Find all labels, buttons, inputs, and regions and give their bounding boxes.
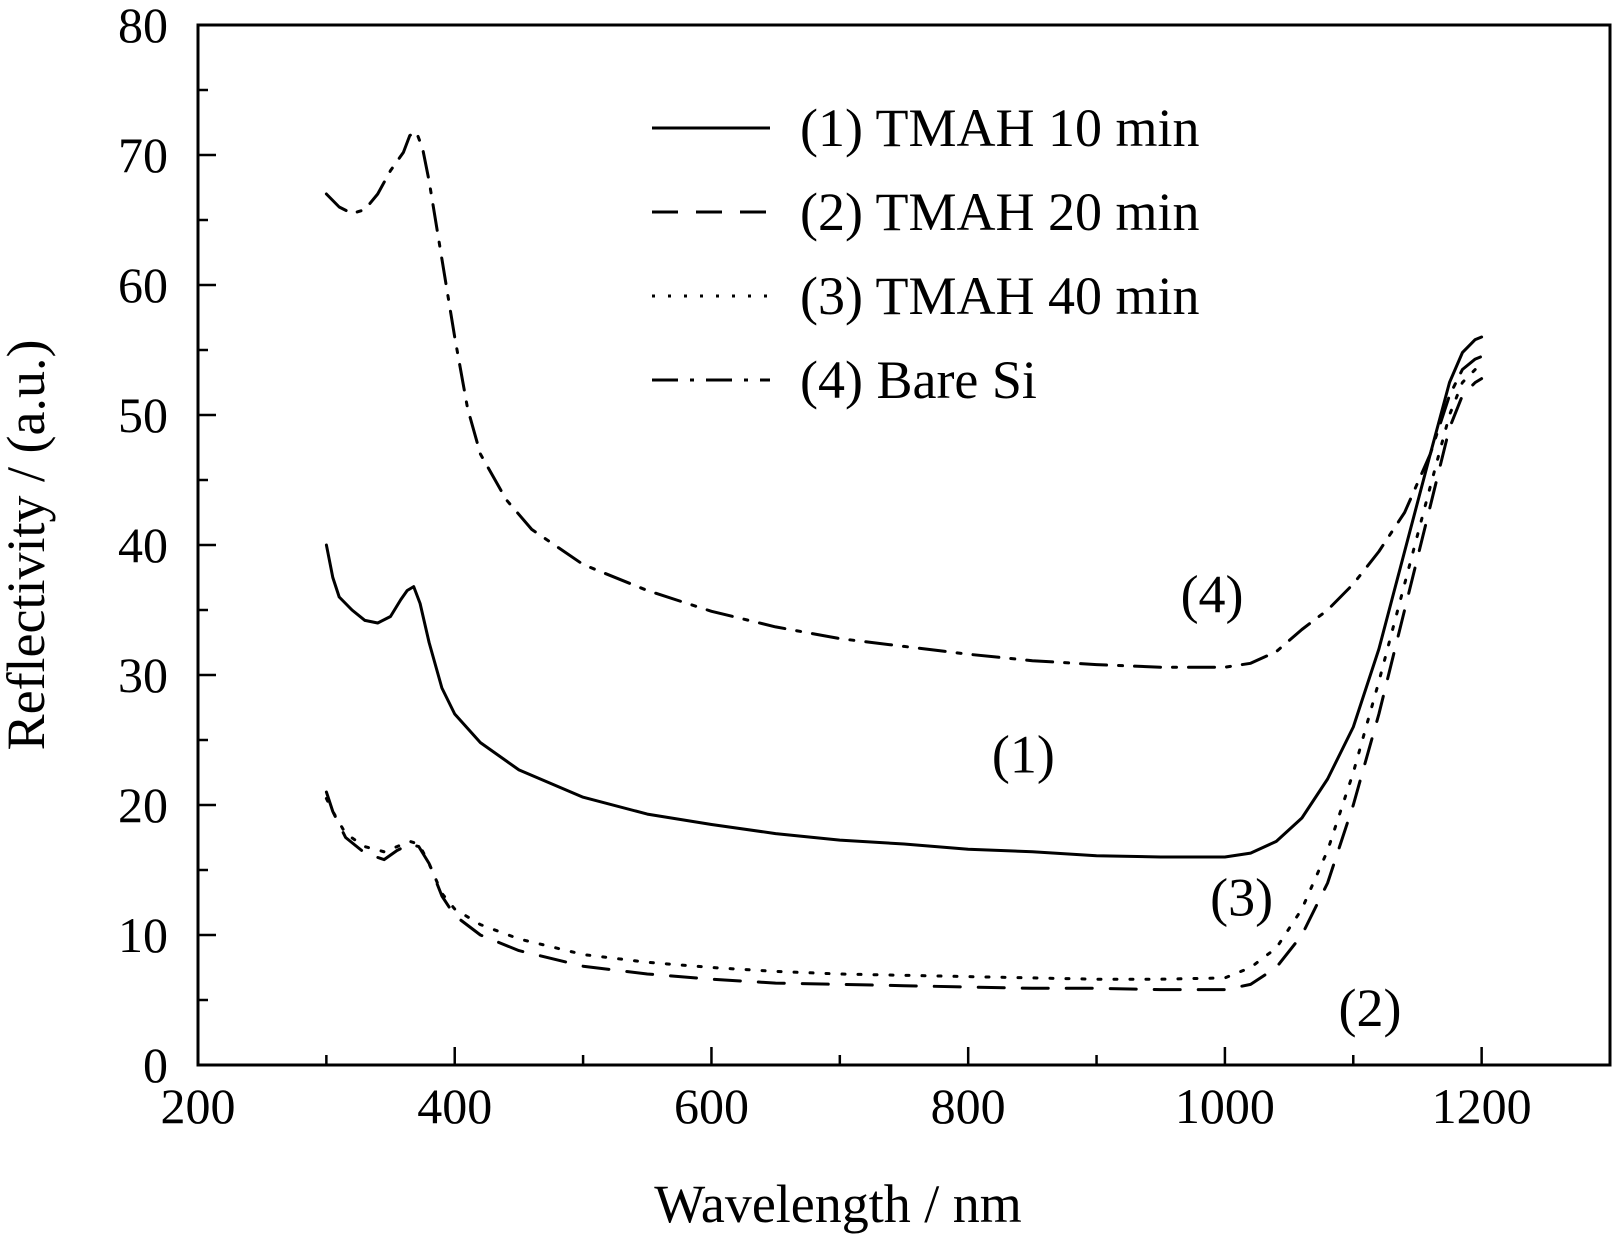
series-line-1 — [324, 335, 1484, 859]
legend: (1) TMAH 10 min (2) TMAH 20 min (3) TMAH 4… — [652, 98, 1200, 410]
series-annotation-3: (3) — [1210, 868, 1273, 928]
legend-label-2: (2) TMAH 20 min — [800, 182, 1200, 242]
legend-label-1: (1) TMAH 10 min — [800, 98, 1200, 158]
y-tick-label: 80 — [118, 0, 168, 53]
series-annotation-1: (1) — [992, 725, 1055, 785]
y-axis-title: Reflectivity / (a.u.) — [0, 340, 56, 751]
x-tick-label: 600 — [674, 1078, 749, 1134]
x-tick-label: 200 — [161, 1078, 236, 1134]
legend-label-3: (3) TMAH 40 min — [800, 266, 1200, 326]
y-tick-label: 30 — [118, 647, 168, 703]
y-tick-label: 40 — [118, 517, 168, 573]
x-tick-label: 1200 — [1432, 1078, 1532, 1134]
axis-ticks — [196, 23, 1612, 1067]
y-tick-label: 60 — [118, 257, 168, 313]
tick-labels: 200 400 600 800 1000 1200 0 10 20 30 40 50 60 70 80 — [118, 0, 1532, 1134]
plot-frame — [196, 23, 1612, 1067]
y-tick-label: 50 — [118, 387, 168, 443]
series-annotation-4: (4) — [1181, 565, 1244, 625]
y-tick-label: 20 — [118, 777, 168, 833]
series-annotation-2: (2) — [1338, 978, 1401, 1038]
series-lines — [324, 130, 1484, 992]
x-axis-title: Wavelength / nm — [654, 1174, 1022, 1234]
x-tick-label: 800 — [931, 1078, 1006, 1134]
series-annotations: (1) (2) (3) (4) — [992, 565, 1402, 1038]
x-tick-label: 400 — [417, 1078, 492, 1134]
series-line-2 — [324, 377, 1484, 992]
series-line-3 — [324, 365, 1484, 981]
series-line-4 — [324, 130, 1484, 669]
x-tick-label: 1000 — [1175, 1078, 1275, 1134]
y-tick-label: 0 — [143, 1037, 168, 1093]
y-tick-label: 10 — [118, 907, 168, 963]
legend-label-4: (4) Bare Si — [800, 350, 1037, 410]
y-tick-label: 70 — [118, 127, 168, 183]
